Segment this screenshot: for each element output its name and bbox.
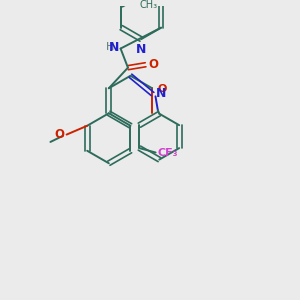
Text: O: O (148, 58, 158, 71)
Text: N: N (136, 43, 146, 56)
Text: CF₃: CF₃ (158, 148, 178, 158)
Text: O: O (54, 128, 64, 141)
Text: CH₃: CH₃ (140, 0, 158, 10)
Text: H: H (106, 42, 114, 52)
Text: N: N (156, 88, 166, 100)
Text: N: N (109, 40, 119, 54)
Text: O: O (158, 84, 167, 94)
